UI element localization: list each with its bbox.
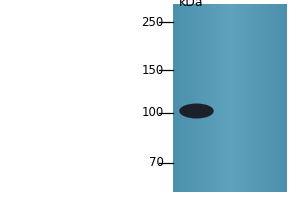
Bar	[181, 4, 182, 192]
Bar	[254, 4, 255, 192]
Bar	[217, 4, 218, 192]
Bar	[281, 4, 282, 192]
Bar	[232, 4, 234, 192]
Bar	[234, 4, 235, 192]
Bar	[224, 4, 225, 192]
Bar	[222, 4, 224, 192]
Bar	[255, 4, 256, 192]
Bar	[262, 4, 264, 192]
Bar	[172, 4, 174, 192]
Bar	[182, 4, 184, 192]
Bar	[225, 4, 227, 192]
Text: 100: 100	[141, 106, 164, 119]
Bar	[198, 4, 200, 192]
Bar	[235, 4, 237, 192]
Bar	[285, 4, 286, 192]
Bar	[228, 4, 230, 192]
Bar	[261, 4, 262, 192]
Bar	[220, 4, 221, 192]
Text: 70: 70	[148, 156, 164, 169]
Bar	[187, 4, 188, 192]
Bar	[190, 4, 191, 192]
Bar	[180, 4, 181, 192]
Bar	[191, 4, 193, 192]
Bar	[202, 4, 204, 192]
Bar	[205, 4, 207, 192]
Bar	[195, 4, 197, 192]
Bar	[282, 4, 284, 192]
Bar	[272, 4, 274, 192]
Text: 250: 250	[141, 16, 164, 28]
Bar	[247, 4, 248, 192]
Bar	[177, 4, 178, 192]
Bar	[204, 4, 205, 192]
Bar	[239, 4, 241, 192]
Bar	[230, 4, 231, 192]
Bar	[174, 4, 175, 192]
Bar	[256, 4, 258, 192]
Bar	[238, 4, 239, 192]
Bar	[218, 4, 220, 192]
Bar	[269, 4, 271, 192]
Bar	[284, 4, 285, 192]
Bar	[188, 4, 190, 192]
Bar	[193, 4, 194, 192]
Bar	[210, 4, 211, 192]
Text: 150: 150	[141, 64, 164, 76]
Bar	[221, 4, 222, 192]
Bar	[279, 4, 281, 192]
Bar	[268, 4, 269, 192]
Bar	[274, 4, 275, 192]
Bar	[178, 4, 180, 192]
Bar	[260, 4, 261, 192]
Bar	[194, 4, 195, 192]
Bar	[244, 4, 245, 192]
Bar	[252, 4, 254, 192]
Bar	[175, 4, 177, 192]
Text: kDa: kDa	[178, 0, 203, 9]
Bar	[237, 4, 238, 192]
Bar	[214, 4, 215, 192]
Bar	[258, 4, 260, 192]
Bar	[278, 4, 279, 192]
Bar	[197, 4, 198, 192]
Bar	[265, 4, 267, 192]
Bar	[200, 4, 201, 192]
Bar	[242, 4, 244, 192]
Bar	[245, 4, 247, 192]
Bar	[249, 4, 251, 192]
Bar	[251, 4, 252, 192]
Bar	[275, 4, 277, 192]
Bar	[184, 4, 185, 192]
Bar	[208, 4, 210, 192]
Bar	[231, 4, 232, 192]
Bar	[211, 4, 212, 192]
Ellipse shape	[179, 104, 214, 118]
Bar	[264, 4, 265, 192]
Bar	[227, 4, 228, 192]
Bar	[241, 4, 242, 192]
Bar	[248, 4, 249, 192]
Bar	[277, 4, 278, 192]
Bar	[267, 4, 268, 192]
Bar	[271, 4, 272, 192]
Bar	[212, 4, 214, 192]
Bar	[201, 4, 202, 192]
Bar	[207, 4, 208, 192]
Bar	[215, 4, 217, 192]
Bar	[185, 4, 187, 192]
